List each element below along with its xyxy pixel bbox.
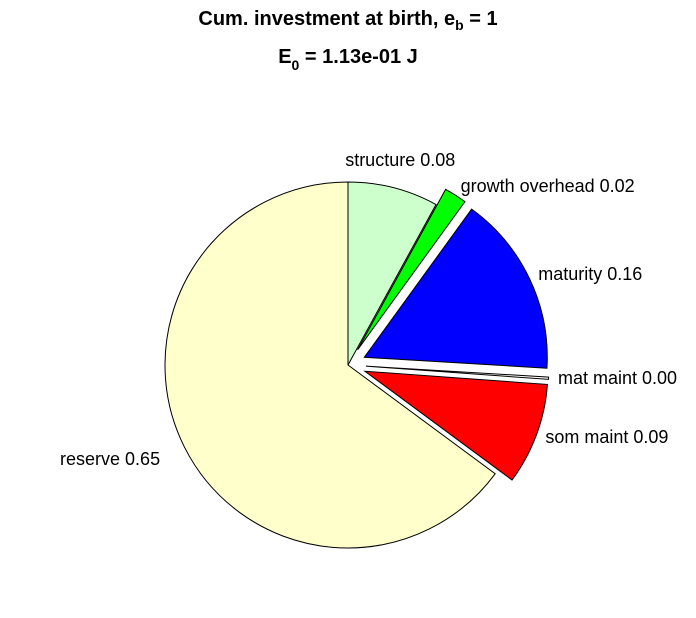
- pie-slice: [347, 181, 437, 366]
- slice-value: 0.65: [125, 449, 160, 469]
- slice-label: som maint 0.09: [545, 427, 668, 447]
- slice-name: reserve: [60, 449, 120, 469]
- title-text: Cum. investment at birth, e: [198, 8, 455, 30]
- slice-name: maturity: [538, 264, 602, 284]
- pie-slice: [363, 208, 548, 369]
- slice-name: mat maint: [558, 368, 637, 388]
- slice-name: growth overhead: [461, 176, 595, 196]
- slice-value: 0.09: [633, 427, 668, 447]
- slice-label: growth overhead 0.02: [461, 176, 635, 196]
- subtitle-text: E: [278, 46, 291, 68]
- subtitle-subscript: 0: [292, 57, 300, 73]
- title-suffix: = 1: [464, 8, 498, 30]
- chart-subtitle: E0 = 1.13e-01 J: [278, 46, 418, 72]
- pie-slice: [164, 181, 496, 549]
- title-subscript: b: [455, 17, 464, 33]
- slice-value: 0.00: [642, 368, 677, 388]
- slice-name: structure: [345, 150, 415, 170]
- slice-value: 0.02: [600, 176, 635, 196]
- slice-label: reserve 0.65: [60, 449, 160, 469]
- subtitle-suffix: = 1.13e-01 J: [299, 46, 417, 68]
- pie-slice: [357, 188, 466, 351]
- slice-name: som maint: [545, 427, 628, 447]
- pie-slice: [365, 365, 550, 380]
- slice-value: 0.16: [607, 264, 642, 284]
- slice-label: maturity 0.16: [538, 264, 642, 284]
- slice-label: mat maint 0.00: [558, 368, 677, 388]
- chart-title: Cum. investment at birth, eb = 1: [198, 8, 497, 32]
- slice-value: 0.08: [420, 150, 455, 170]
- slice-label: structure 0.08: [345, 150, 455, 170]
- pie-slice: [363, 370, 548, 481]
